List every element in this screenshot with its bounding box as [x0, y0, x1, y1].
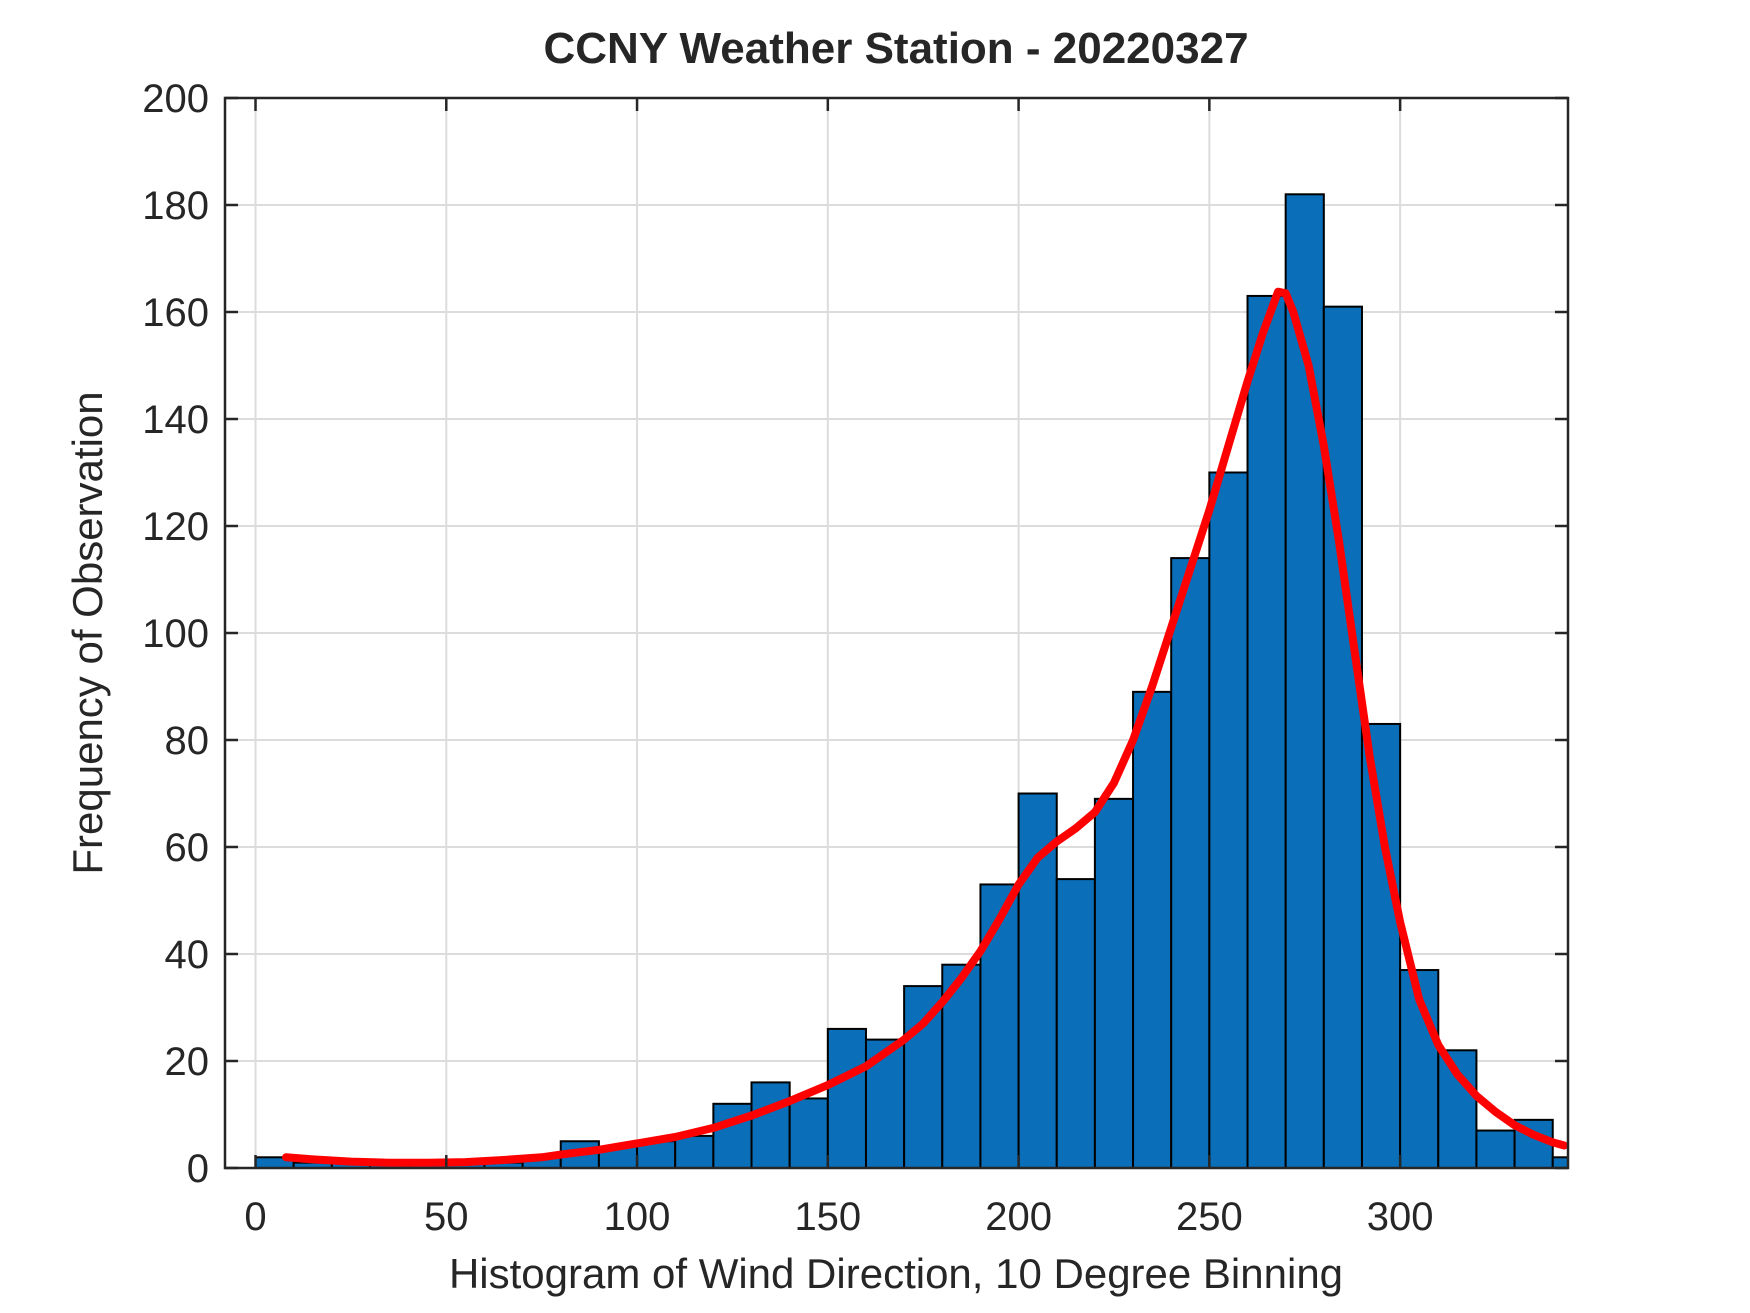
y-tick-label: 140 — [142, 398, 209, 442]
x-tick-label: 50 — [424, 1195, 469, 1239]
histogram-bar — [1093, 797, 1135, 1168]
x-tick-label: 250 — [1176, 1195, 1243, 1239]
y-tick-label: 120 — [142, 505, 209, 549]
x-tick-label: 150 — [794, 1195, 861, 1239]
tick-labels: 0 50 100 150 200 250 300 0 20 40 60 80 100 120 140 160 1… — [142, 77, 1433, 1239]
y-tick-label: 60 — [165, 826, 210, 870]
chart-title: CCNY Weather Station - 20220327 — [543, 24, 1248, 73]
y-axis-label: Frequency of Observation — [64, 391, 111, 874]
histogram-bar — [1246, 294, 1287, 1168]
histogram-bar — [1551, 1156, 1568, 1168]
fit-curve-layer — [282, 287, 1568, 1167]
y-tick-label: 80 — [165, 719, 210, 763]
y-tick-label: 40 — [165, 933, 210, 977]
histogram-bar — [750, 1081, 791, 1168]
histogram-bar — [788, 1097, 829, 1168]
x-tick-label: 200 — [985, 1195, 1052, 1239]
histogram-bar — [1360, 722, 1402, 1168]
histogram-bar — [1017, 792, 1058, 1168]
x-tick-label: 100 — [604, 1195, 671, 1239]
histogram-bar — [979, 883, 1020, 1168]
histogram-bar — [1475, 1129, 1516, 1168]
x-tick-label: 0 — [244, 1195, 266, 1239]
histogram-bar — [1322, 305, 1363, 1168]
y-tick-label: 0 — [187, 1147, 209, 1191]
y-tick-label: 200 — [142, 77, 209, 121]
histogram-bar — [674, 1134, 715, 1168]
y-tick-label: 20 — [165, 1040, 210, 1084]
x-axis-label: Histogram of Wind Direction, 10 Degree B… — [449, 1250, 1343, 1297]
axes-box-and-ticks — [223, 96, 1570, 1170]
histogram-bar — [826, 1027, 867, 1168]
histogram-bar — [903, 985, 944, 1168]
y-tick-label: 100 — [142, 612, 209, 656]
histogram-bar — [1055, 878, 1096, 1168]
y-tick-label: 160 — [142, 291, 209, 335]
histogram-bar — [1132, 690, 1173, 1168]
y-tick-label: 180 — [142, 184, 209, 228]
histogram-bar — [1170, 557, 1211, 1168]
x-tick-label: 300 — [1367, 1195, 1434, 1239]
kernel-fit-curve — [282, 287, 1568, 1167]
histogram-bar — [1208, 471, 1249, 1168]
